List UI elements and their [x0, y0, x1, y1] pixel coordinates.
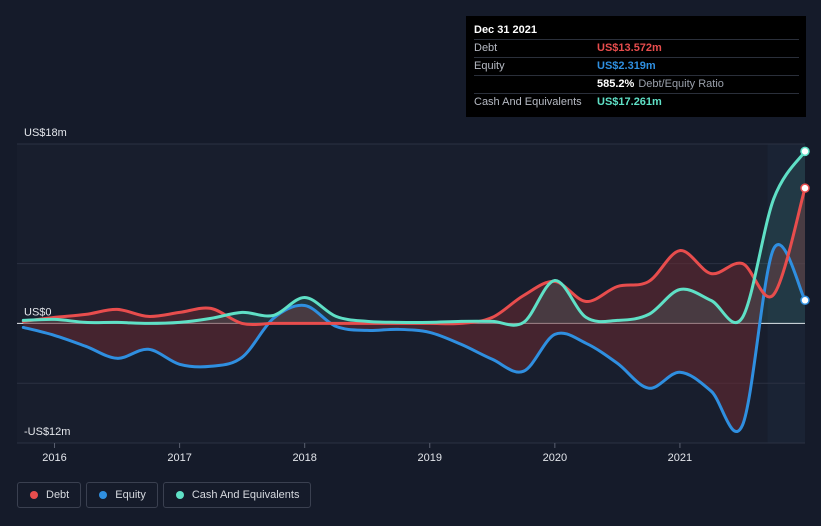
y-axis-label: -US$12m — [24, 426, 70, 438]
tooltip-ratio-value: 585.2% — [597, 78, 635, 90]
legend-label: Equity — [115, 489, 146, 501]
data-tooltip: Dec 31 2021 Debt US$13.572m Equity US$2.… — [466, 16, 806, 117]
tooltip-row-debt: Debt US$13.572m — [474, 39, 799, 57]
legend-item-equity[interactable]: Equity — [86, 482, 158, 508]
equity-end-point — [800, 295, 810, 306]
tooltip-value-cash: US$17.261m — [597, 96, 662, 108]
x-axis-label: 2017 — [167, 452, 191, 464]
y-axis-label: US$18m — [24, 127, 67, 139]
cash-end-point — [800, 146, 810, 157]
x-axis-label: 2020 — [543, 452, 567, 464]
tooltip-value-debt: US$13.572m — [597, 42, 662, 54]
y-axis-label: US$0 — [24, 306, 52, 318]
legend-label: Debt — [46, 489, 70, 501]
tooltip-label: Debt — [474, 42, 498, 54]
equity-dot-icon — [99, 491, 108, 499]
tooltip-label: Equity — [474, 60, 505, 72]
tooltip-row-cash: Cash And Equivalents US$17.261m — [474, 93, 799, 111]
x-axis-label: 2018 — [292, 452, 316, 464]
tooltip-date: Dec 31 2021 — [474, 24, 537, 36]
debt-dot-icon — [30, 491, 38, 499]
tooltip-ratio-label: Debt/Equity Ratio — [638, 78, 724, 90]
tooltip-value-equity: US$2.319m — [597, 60, 656, 72]
cash-dot-icon — [175, 491, 184, 499]
x-axis-label: 2019 — [418, 452, 442, 464]
debt-equity-area — [23, 188, 806, 432]
x-axis-label: 2021 — [668, 452, 692, 464]
debt-end-point — [800, 183, 810, 193]
tooltip-row-ratio: 585.2% Debt/Equity Ratio — [474, 75, 799, 93]
legend-item-cash[interactable]: Cash And Equivalents — [162, 482, 312, 508]
x-axis-label: 2016 — [42, 452, 66, 464]
tooltip-label: Cash And Equivalents — [474, 96, 582, 108]
legend-label: Cash And Equivalents — [191, 489, 300, 501]
equity-line — [21, 243, 807, 434]
tooltip-row-equity: Equity US$2.319m — [474, 57, 799, 75]
legend-item-debt[interactable]: Debt — [17, 482, 82, 508]
chart-legend: Debt Equity Cash And Equivalents — [17, 482, 312, 508]
cash-line — [21, 149, 807, 327]
